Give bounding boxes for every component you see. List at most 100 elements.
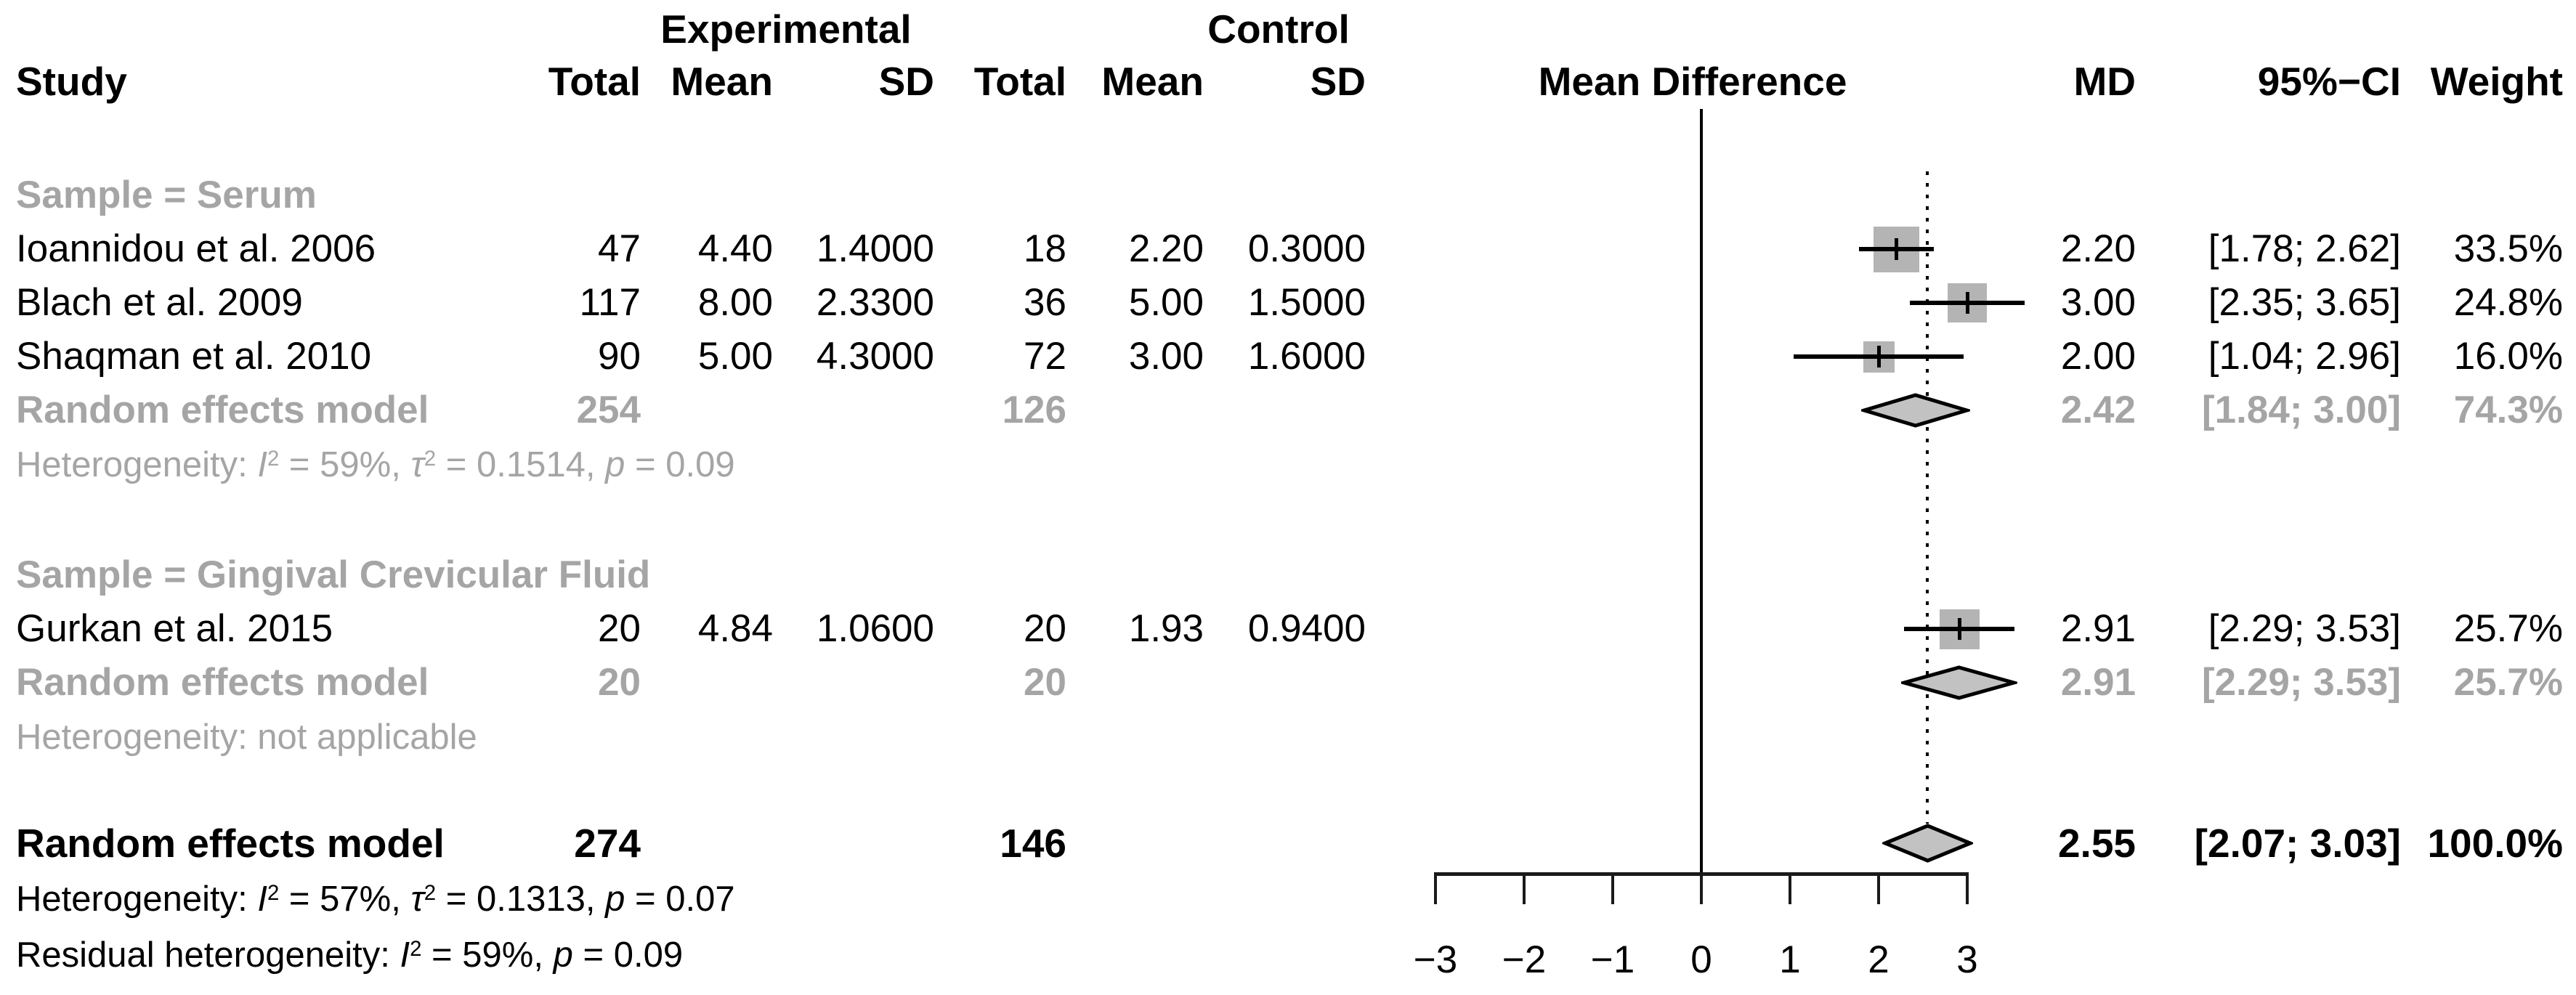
exp-sd-value: 2.3300: [816, 281, 934, 324]
ctl-total-value: 18: [1024, 227, 1066, 270]
md-value: 2.00: [2060, 335, 2136, 378]
exp-sd-value: 1.0600: [816, 607, 934, 650]
ctl-sd-value: 0.9400: [1247, 607, 1366, 650]
heterogeneity-text: Heterogeneity: not applicable: [16, 718, 477, 757]
exp-total-value: 47: [598, 227, 641, 270]
study-name: Blach et al. 2009: [16, 281, 303, 324]
ctl-sd-value: 0.3000: [1247, 227, 1366, 270]
x-axis-tick: [1611, 875, 1614, 904]
header-group-row: Experimental Control: [0, 2, 2576, 56]
ci-value: [1.78; 2.62]: [2208, 227, 2401, 270]
subgroup-label: Sample = Gingival Crevicular Fluid: [16, 553, 651, 596]
study-column-header: Study: [16, 59, 127, 104]
ctl-total-value: 20: [1024, 661, 1066, 704]
ctl-total-value: 146: [1000, 821, 1066, 866]
weight-value: 100.0%: [2427, 821, 2563, 866]
study-row: Gurkan et al. 2015 20 4.84 1.0600 20 1.9…: [0, 602, 2576, 656]
subgroup-summary-diamond: [1861, 393, 1970, 428]
exp-total-value: 90: [598, 335, 641, 378]
ctl-sd-value: 1.6000: [1247, 335, 1366, 378]
md-value: 3.00: [2060, 281, 2136, 324]
residual-heterogeneity-text: Residual heterogeneity: I2 = 59%, p = 0.…: [16, 935, 684, 975]
overall-summary-diamond: [1882, 824, 1973, 863]
ctl-total-value: 72: [1024, 335, 1066, 378]
weight-value: 33.5%: [2453, 227, 2563, 270]
md-value: 2.42: [2060, 389, 2136, 431]
exp-sd-value: 1.4000: [816, 227, 934, 270]
ci-value: [2.29; 3.53]: [2208, 607, 2401, 650]
x-axis-tick: [1523, 875, 1526, 904]
ctl-mean-value: 2.20: [1128, 227, 1204, 270]
x-axis-tick: [1789, 875, 1791, 904]
header-column-row: Study Total Mean SD Total Mean SD Mean D…: [0, 54, 2576, 108]
weight-column-header: Weight: [2430, 59, 2563, 104]
overall-summary-row: Random effects model 274 146 2.55 [2.07;…: [0, 816, 2576, 870]
md-value: 2.55: [2057, 821, 2136, 866]
ci-value: [1.84; 3.00]: [2202, 389, 2401, 431]
x-axis-tick-label: 0: [1690, 938, 1712, 981]
md-column-header: MD: [2073, 59, 2136, 104]
exp-total-value: 20: [598, 661, 641, 704]
study-row: Shaqman et al. 2010 90 5.00 4.3000 72 3.…: [0, 330, 2576, 383]
study-name: Gurkan et al. 2015: [16, 607, 333, 650]
weight-value: 25.7%: [2453, 661, 2563, 704]
footnote-row: Heterogeneity: I2 = 57%, τ2 = 0.1313, p …: [0, 872, 2576, 926]
subgroup-summary-row: Random effects model 254 126 2.42 [1.84;…: [0, 383, 2576, 437]
weight-value: 24.8%: [2453, 281, 2563, 324]
ctl-total-value: 20: [1024, 607, 1066, 650]
exp-sd-value: 4.3000: [816, 335, 934, 378]
zero-reference-line: [1700, 109, 1703, 872]
ci-value: [2.07; 3.03]: [2194, 821, 2401, 866]
ctl-total-header: Total: [973, 59, 1066, 104]
x-axis-tick-label: 1: [1779, 938, 1801, 981]
subgroup-label-row: Sample = Gingival Crevicular Fluid: [0, 548, 2576, 602]
footnote-row: Residual heterogeneity: I2 = 59%, p = 0.…: [0, 928, 2576, 982]
exp-total-header: Total: [548, 59, 641, 104]
heterogeneity-text: Heterogeneity: I2 = 59%, τ2 = 0.1514, p …: [16, 445, 735, 484]
weight-value: 74.3%: [2453, 389, 2563, 431]
control-group-header: Control: [1207, 7, 1350, 52]
exp-mean-header: Mean: [671, 59, 773, 104]
subgroup-label-row: Sample = Serum: [0, 168, 2576, 222]
exp-total-value: 274: [574, 821, 641, 866]
exp-total-value: 20: [598, 607, 641, 650]
study-row: Blach et al. 2009 117 8.00 2.3300 36 5.0…: [0, 276, 2576, 330]
x-axis-tick-label: 2: [1868, 938, 1890, 981]
exp-sd-header: SD: [878, 59, 934, 104]
summary-label: Random effects model: [16, 821, 445, 866]
ctl-mean-value: 1.93: [1128, 607, 1204, 650]
point-estimate-tick: [1965, 292, 1969, 314]
ci-column-header: 95%−CI: [2257, 59, 2401, 104]
x-axis-tick-label: −1: [1590, 938, 1635, 981]
subgroup-summary-row: Random effects model 20 20 2.91 [2.29; 3…: [0, 656, 2576, 710]
weight-value: 16.0%: [2453, 335, 2563, 378]
summary-label: Random effects model: [16, 389, 429, 431]
x-axis-tick-label: −2: [1502, 938, 1547, 981]
x-axis-tick-label: −3: [1413, 938, 1458, 981]
ci-value: [2.29; 3.53]: [2202, 661, 2401, 704]
exp-mean-value: 8.00: [697, 281, 773, 324]
ctl-total-value: 36: [1024, 281, 1066, 324]
experimental-group-header: Experimental: [660, 7, 912, 52]
exp-mean-value: 4.84: [697, 607, 773, 650]
plot-title: Mean Difference: [1538, 59, 1847, 104]
heterogeneity-row: Heterogeneity: not applicable: [0, 710, 2576, 764]
ctl-mean-value: 3.00: [1128, 335, 1204, 378]
x-axis-tick-label: 3: [1956, 938, 1978, 981]
exp-mean-value: 5.00: [697, 335, 773, 378]
point-estimate-tick: [1957, 618, 1961, 640]
ci-value: [1.04; 2.96]: [2208, 335, 2401, 378]
subgroup-summary-diamond: [1901, 665, 2017, 700]
ci-value: [2.35; 3.65]: [2208, 281, 2401, 324]
subgroup-label: Sample = Serum: [16, 174, 317, 216]
x-axis-line: [1434, 872, 1969, 876]
ctl-mean-value: 5.00: [1128, 281, 1204, 324]
study-name: Ioannidou et al. 2006: [16, 227, 376, 270]
study-name: Shaqman et al. 2010: [16, 335, 372, 378]
heterogeneity-row: Heterogeneity: I2 = 59%, τ2 = 0.1514, p …: [0, 438, 2576, 492]
summary-label: Random effects model: [16, 661, 429, 704]
overall-heterogeneity-text: Heterogeneity: I2 = 57%, τ2 = 0.1313, p …: [16, 880, 735, 919]
exp-total-value: 254: [576, 389, 641, 431]
md-value: 2.20: [2060, 227, 2136, 270]
